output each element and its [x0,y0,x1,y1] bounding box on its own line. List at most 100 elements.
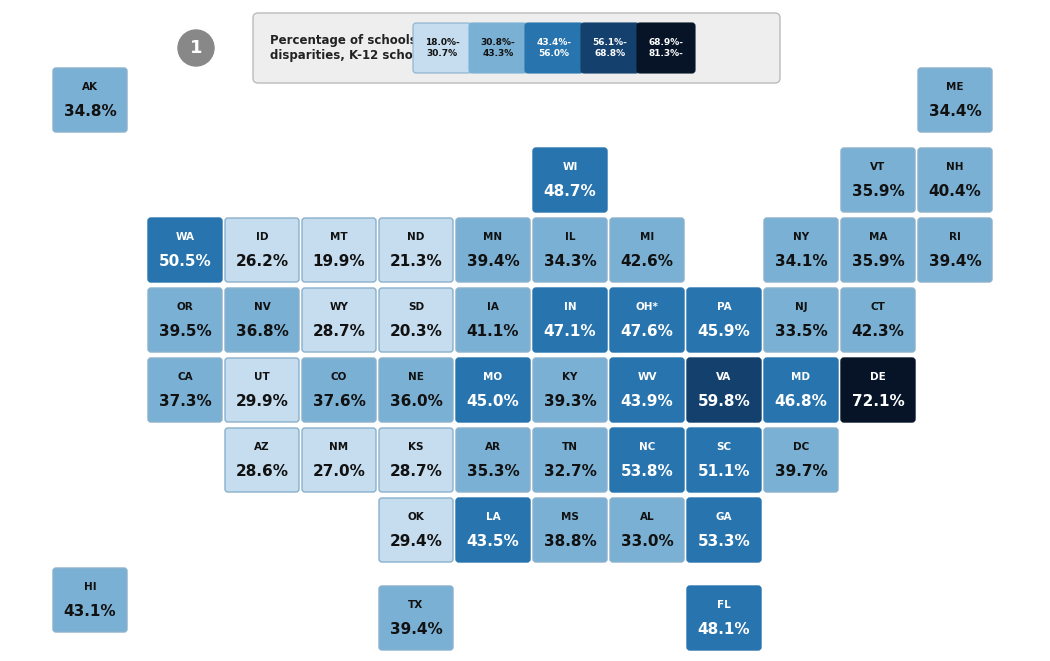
Text: CO: CO [331,372,348,382]
Text: 40.4%: 40.4% [928,184,982,200]
Text: 39.3%: 39.3% [544,395,596,410]
Text: KY: KY [563,372,578,382]
FancyBboxPatch shape [533,218,607,282]
FancyBboxPatch shape [456,358,530,422]
Text: 28.6%: 28.6% [235,465,289,479]
Text: NC: NC [638,442,655,452]
FancyBboxPatch shape [148,288,222,352]
Text: WA: WA [175,232,194,242]
FancyBboxPatch shape [456,498,530,562]
Text: IA: IA [487,302,499,312]
Text: 72.1%: 72.1% [852,395,904,410]
Text: MD: MD [792,372,811,382]
Text: 33.5%: 33.5% [775,325,827,340]
FancyBboxPatch shape [841,358,915,422]
Text: 34.3%: 34.3% [544,254,596,270]
Text: SC: SC [716,442,732,452]
Text: 20.3%: 20.3% [390,325,442,340]
Text: OK: OK [407,512,424,522]
FancyBboxPatch shape [379,428,453,492]
Text: FL: FL [717,600,731,610]
FancyBboxPatch shape [610,498,684,562]
FancyBboxPatch shape [918,148,992,212]
Text: WY: WY [330,302,349,312]
Text: OH*: OH* [635,302,658,312]
FancyBboxPatch shape [379,288,453,352]
Text: CT: CT [870,302,885,312]
FancyBboxPatch shape [687,288,761,352]
FancyBboxPatch shape [581,23,639,73]
Text: VT: VT [870,162,885,172]
Text: HI: HI [84,582,97,592]
FancyBboxPatch shape [841,288,915,352]
Text: TX: TX [408,600,423,610]
Text: 59.8%: 59.8% [697,395,751,410]
Text: 19.9%: 19.9% [313,254,365,270]
Text: 26.2%: 26.2% [235,254,289,270]
FancyBboxPatch shape [52,68,127,132]
FancyBboxPatch shape [525,23,583,73]
Text: SD: SD [408,302,424,312]
Text: 68.9%-
81.3%-: 68.9%- 81.3%- [649,38,684,58]
Text: 37.6%: 37.6% [313,395,365,410]
FancyBboxPatch shape [687,498,761,562]
Text: VA: VA [716,372,732,382]
FancyBboxPatch shape [610,218,684,282]
Text: MO: MO [483,372,503,382]
Text: 53.8%: 53.8% [621,465,673,479]
Text: 43.4%-
56.0%: 43.4%- 56.0% [537,38,571,58]
Text: 29.9%: 29.9% [235,395,289,410]
Text: 48.1%: 48.1% [697,623,751,637]
Text: NM: NM [330,442,349,452]
FancyBboxPatch shape [533,288,607,352]
FancyBboxPatch shape [533,148,607,212]
FancyBboxPatch shape [302,358,376,422]
Text: UT: UT [254,372,270,382]
Text: WI: WI [563,162,578,172]
Text: 34.1%: 34.1% [775,254,827,270]
Text: 39.4%: 39.4% [390,623,442,637]
FancyBboxPatch shape [225,428,299,492]
Text: 27.0%: 27.0% [313,465,365,479]
Text: OR: OR [176,302,193,312]
Text: 47.6%: 47.6% [621,325,673,340]
Text: 48.7%: 48.7% [544,184,596,200]
Text: AK: AK [82,82,98,92]
FancyBboxPatch shape [253,13,780,83]
Text: PA: PA [717,302,731,312]
Text: 35.9%: 35.9% [852,254,904,270]
Text: 43.9%: 43.9% [621,395,673,410]
FancyBboxPatch shape [918,218,992,282]
FancyBboxPatch shape [764,428,838,492]
Text: DC: DC [793,442,810,452]
Text: 18.0%-
30.7%: 18.0%- 30.7% [424,38,460,58]
Text: 39.7%: 39.7% [775,465,827,479]
FancyBboxPatch shape [764,218,838,282]
Circle shape [178,30,214,66]
Text: 1: 1 [190,39,203,57]
Text: 42.3%: 42.3% [852,325,904,340]
Text: KS: KS [408,442,424,452]
FancyBboxPatch shape [610,428,684,492]
Text: GA: GA [716,512,732,522]
FancyBboxPatch shape [379,498,453,562]
Text: 34.8%: 34.8% [64,104,117,120]
FancyBboxPatch shape [918,68,992,132]
FancyBboxPatch shape [225,358,299,422]
Text: NJ: NJ [795,302,807,312]
Text: MI: MI [639,232,654,242]
Text: IN: IN [564,302,576,312]
Text: ID: ID [256,232,268,242]
Text: 53.3%: 53.3% [697,535,751,549]
Text: 43.1%: 43.1% [64,605,117,619]
Text: AL: AL [639,512,654,522]
Text: 46.8%: 46.8% [775,395,827,410]
Text: 36.8%: 36.8% [235,325,289,340]
Text: CA: CA [177,372,193,382]
FancyBboxPatch shape [841,148,915,212]
FancyBboxPatch shape [533,498,607,562]
FancyBboxPatch shape [687,358,761,422]
Text: TN: TN [562,442,578,452]
FancyBboxPatch shape [225,218,299,282]
Text: NV: NV [254,302,271,312]
